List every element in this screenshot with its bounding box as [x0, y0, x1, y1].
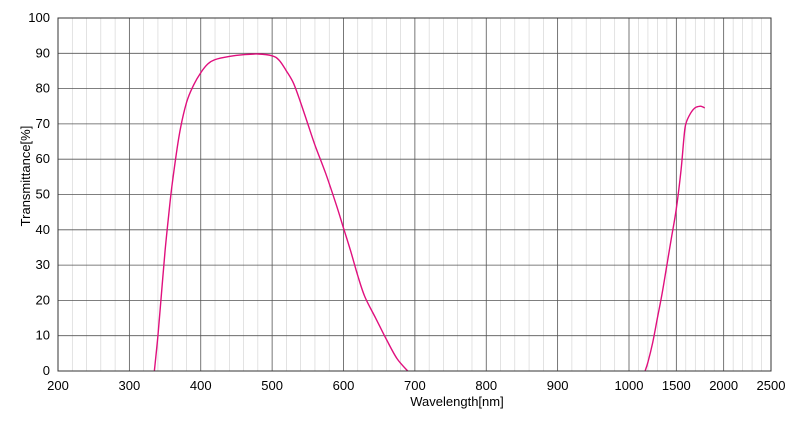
y-tick-label: 10 — [36, 328, 50, 343]
y-tick-label: 60 — [36, 151, 50, 166]
transmittance-curve-1 — [153, 53, 409, 372]
x-tick-label: 400 — [190, 378, 212, 393]
x-tick-label: 900 — [547, 378, 569, 393]
x-tick-label: 600 — [333, 378, 355, 393]
x-tick-label: 300 — [119, 378, 141, 393]
y-tick-labels: 0 10 20 30 40 50 60 70 80 90 100 — [28, 10, 50, 378]
y-axis-title: Transmittance[%] — [18, 126, 33, 227]
x-tick-label: 800 — [475, 378, 497, 393]
y-tick-label: 50 — [36, 187, 50, 202]
x-tick-label: 500 — [261, 378, 283, 393]
y-tick-label: 30 — [36, 257, 50, 272]
transmittance-curves — [153, 53, 706, 372]
x-tick-labels: 200 300 400 500 600 700 800 900 1000 1500 2000 2500 — [47, 378, 785, 393]
x-tick-label: 1000 — [615, 378, 644, 393]
x-axis-title: Wavelength[nm] — [410, 394, 503, 409]
x-tick-label: 2500 — [757, 378, 786, 393]
plot-frame — [57, 17, 772, 372]
transmittance-curve-2 — [644, 105, 706, 372]
y-tick-label: 40 — [36, 222, 50, 237]
x-tick-label: 700 — [404, 378, 426, 393]
y-tick-label: 20 — [36, 292, 50, 307]
y-tick-label: 80 — [36, 81, 50, 96]
y-tick-label: 70 — [36, 116, 50, 131]
y-tick-label: 100 — [28, 10, 50, 25]
x-tick-label: 200 — [47, 378, 69, 393]
y-tick-label: 90 — [36, 45, 50, 60]
y-tick-label: 0 — [43, 363, 50, 378]
x-tick-label: 1500 — [662, 378, 691, 393]
x-tick-label: 2000 — [709, 378, 738, 393]
